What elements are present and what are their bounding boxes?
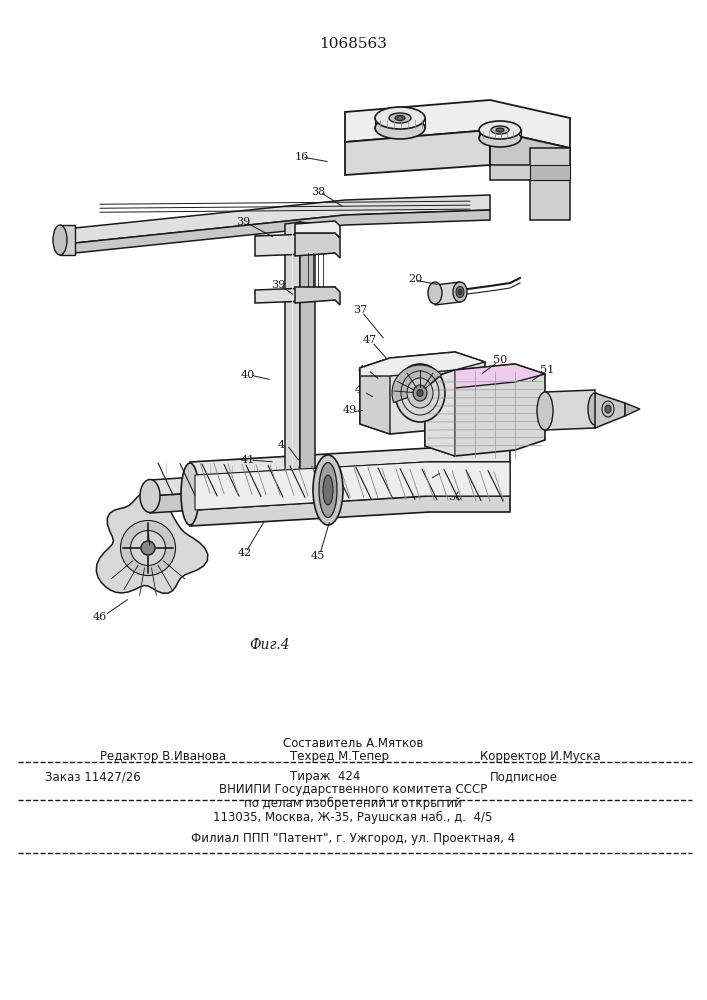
- Polygon shape: [300, 222, 315, 500]
- Text: 113035, Москва, Ж-35, Раушская наб., д.  4/5: 113035, Москва, Ж-35, Раушская наб., д. …: [214, 811, 493, 824]
- Text: Тираж  424: Тираж 424: [290, 770, 361, 783]
- Polygon shape: [360, 358, 390, 434]
- Ellipse shape: [181, 463, 199, 525]
- Ellipse shape: [588, 393, 602, 425]
- Ellipse shape: [141, 541, 155, 555]
- Polygon shape: [190, 496, 510, 526]
- Ellipse shape: [456, 286, 464, 298]
- Ellipse shape: [479, 129, 521, 147]
- Polygon shape: [545, 390, 595, 430]
- Text: 47: 47: [363, 335, 377, 345]
- Polygon shape: [150, 462, 510, 496]
- Polygon shape: [435, 282, 460, 305]
- Text: 38: 38: [311, 187, 325, 197]
- Text: 39: 39: [236, 217, 250, 227]
- Ellipse shape: [417, 389, 423, 396]
- Text: Составитель А.Мятков: Составитель А.Мятков: [283, 737, 423, 750]
- Ellipse shape: [602, 401, 614, 417]
- Text: 42: 42: [238, 548, 252, 558]
- Polygon shape: [360, 352, 485, 434]
- Ellipse shape: [605, 405, 611, 413]
- Polygon shape: [150, 478, 510, 513]
- Ellipse shape: [53, 225, 67, 255]
- Text: 1068563: 1068563: [319, 37, 387, 51]
- Text: по делам изобретений и открытий: по делам изобретений и открытий: [244, 797, 462, 810]
- Wedge shape: [392, 365, 441, 403]
- Ellipse shape: [407, 378, 433, 408]
- Text: 16: 16: [295, 152, 309, 162]
- Ellipse shape: [413, 385, 427, 401]
- Polygon shape: [490, 148, 570, 220]
- Polygon shape: [75, 195, 490, 243]
- Ellipse shape: [389, 113, 411, 123]
- Polygon shape: [190, 448, 510, 476]
- Text: Филиал ППП "Патент", г. Ужгород, ул. Проектная, 4: Филиал ППП "Патент", г. Ужгород, ул. Про…: [191, 832, 515, 845]
- Text: 49: 49: [343, 405, 357, 415]
- Text: 36: 36: [423, 475, 437, 485]
- Ellipse shape: [131, 530, 165, 566]
- Polygon shape: [295, 221, 340, 238]
- Ellipse shape: [375, 117, 425, 139]
- Ellipse shape: [140, 480, 160, 512]
- Text: 48: 48: [358, 365, 372, 375]
- Text: 46: 46: [93, 612, 107, 622]
- Ellipse shape: [496, 128, 504, 132]
- Text: 36: 36: [448, 492, 462, 502]
- Polygon shape: [625, 403, 640, 416]
- Ellipse shape: [537, 392, 553, 430]
- Text: 48: 48: [355, 385, 369, 395]
- Text: 43: 43: [138, 525, 152, 535]
- Polygon shape: [360, 352, 485, 376]
- Ellipse shape: [395, 364, 445, 422]
- Polygon shape: [285, 222, 300, 502]
- Ellipse shape: [491, 126, 509, 134]
- Polygon shape: [490, 130, 570, 180]
- Polygon shape: [595, 393, 625, 428]
- Text: Подписное: Подписное: [490, 770, 558, 783]
- Ellipse shape: [120, 520, 175, 576]
- Text: Фиг.4: Фиг.4: [250, 638, 291, 652]
- Text: 20: 20: [408, 274, 422, 284]
- Ellipse shape: [428, 282, 442, 304]
- Polygon shape: [255, 287, 335, 303]
- Text: ВНИИПИ Государственного комитета СССР: ВНИИПИ Государственного комитета СССР: [219, 783, 487, 796]
- Polygon shape: [345, 100, 570, 148]
- Ellipse shape: [453, 282, 467, 302]
- Polygon shape: [425, 364, 545, 388]
- Text: 37: 37: [353, 305, 367, 315]
- Polygon shape: [295, 233, 340, 258]
- Text: 51: 51: [540, 365, 554, 375]
- Text: Редактор В.Иванова: Редактор В.Иванова: [100, 750, 226, 763]
- Text: 45: 45: [311, 551, 325, 561]
- Polygon shape: [295, 287, 340, 305]
- Ellipse shape: [458, 289, 462, 295]
- Text: 50: 50: [493, 355, 507, 365]
- Polygon shape: [425, 364, 545, 456]
- Polygon shape: [60, 225, 75, 255]
- Polygon shape: [345, 130, 490, 175]
- Polygon shape: [530, 165, 570, 180]
- Text: 44: 44: [278, 440, 292, 450]
- Polygon shape: [425, 370, 455, 456]
- Text: Техред М.Тепер: Техред М.Тепер: [290, 750, 389, 763]
- Text: 40: 40: [241, 370, 255, 380]
- Ellipse shape: [375, 107, 425, 129]
- Ellipse shape: [395, 115, 405, 120]
- Polygon shape: [75, 210, 490, 253]
- Polygon shape: [96, 490, 208, 593]
- Ellipse shape: [479, 121, 521, 139]
- Ellipse shape: [313, 455, 343, 525]
- Text: Заказ 11427/26: Заказ 11427/26: [45, 770, 141, 783]
- Text: 41: 41: [241, 455, 255, 465]
- Text: Корректор И.Муска: Корректор И.Муска: [480, 750, 601, 763]
- Polygon shape: [195, 462, 510, 510]
- Polygon shape: [255, 233, 335, 256]
- Ellipse shape: [323, 475, 333, 505]
- Text: 39: 39: [271, 280, 285, 290]
- Ellipse shape: [319, 462, 337, 518]
